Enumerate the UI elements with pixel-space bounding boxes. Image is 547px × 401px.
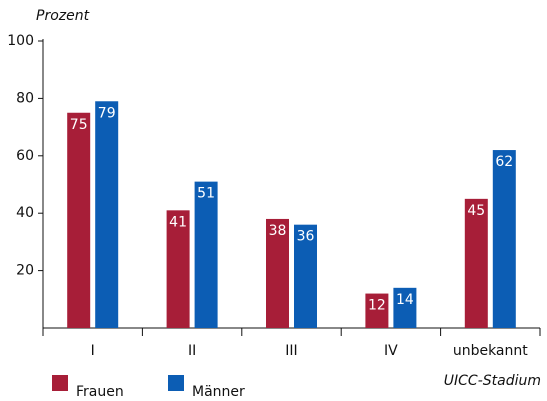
legend-label: Frauen: [76, 384, 124, 400]
bar: [95, 101, 119, 329]
value-label: 79: [98, 105, 116, 121]
y-tick-label: 100: [7, 33, 34, 49]
bar: [67, 112, 91, 328]
y-tick-label: 20: [16, 263, 34, 279]
bar: [393, 287, 417, 328]
value-label: 14: [396, 292, 414, 308]
x-tick-label: IV: [384, 343, 398, 359]
x-tick-label: I: [91, 343, 95, 359]
bar: [365, 293, 389, 328]
legend-swatch: [168, 375, 184, 391]
value-label: 41: [169, 214, 187, 230]
x-tick-label: III: [285, 343, 297, 359]
value-label: 75: [70, 117, 88, 133]
value-label: 38: [269, 223, 287, 239]
legend-swatch: [52, 375, 68, 391]
y-tick-label: 60: [16, 148, 34, 164]
y-tick-label: 80: [16, 90, 34, 106]
value-label: 51: [197, 186, 215, 202]
y-tick-label: 40: [16, 205, 34, 221]
y-axis-label: Prozent: [36, 8, 90, 24]
x-tick-label: II: [188, 343, 196, 359]
value-label: 12: [368, 298, 386, 314]
bar: [266, 218, 289, 328]
value-label: 62: [495, 154, 513, 170]
value-label: 45: [467, 203, 485, 219]
legend-label: Männer: [192, 384, 245, 400]
bar: [194, 181, 218, 328]
bar: [464, 198, 488, 328]
x-tick-label: unbekannt: [453, 343, 528, 359]
value-label: 36: [297, 229, 315, 245]
bar: [294, 224, 317, 328]
bar: [492, 150, 516, 328]
x-axis-label: UICC-Stadium: [444, 373, 541, 389]
bar: [166, 210, 190, 328]
